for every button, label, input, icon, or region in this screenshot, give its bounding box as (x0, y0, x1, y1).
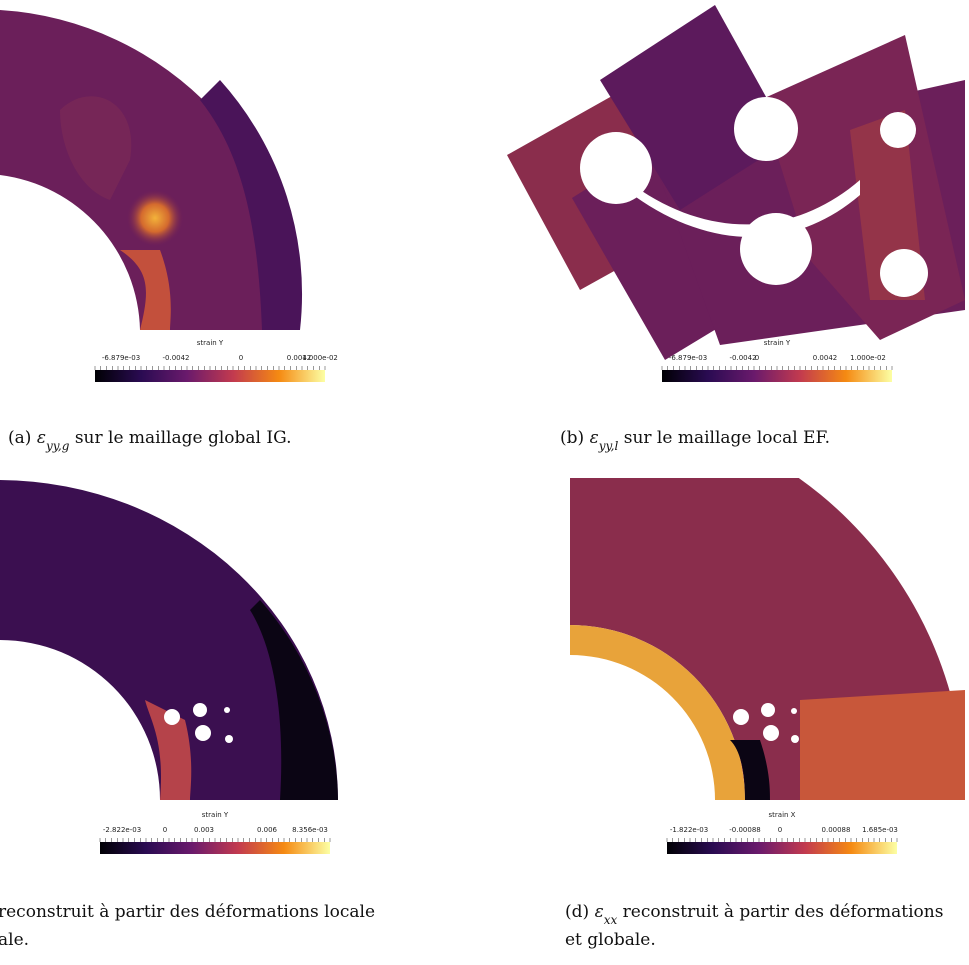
annotations: strain Y-6.879e-03 -0.0042 0 0.00421.000e-0… (0, 339, 943, 950)
colorbar-tick-label: -6.879e-03 (669, 354, 707, 362)
colorbar-title: strain Y (197, 339, 224, 347)
colorbar-tick-label: 1.000e-02 (302, 354, 338, 362)
caption: reconstruit à partir des déformations lo… (0, 902, 375, 922)
caption-text: sur le maillage global IG. (75, 428, 292, 448)
colorbar-tick-label: -0.0042 (162, 354, 189, 362)
caption-text: et globale. (565, 930, 656, 950)
colorbar (667, 842, 897, 854)
colorbar-title: strain Y (202, 811, 229, 819)
colorbar-title: strain Y (764, 339, 791, 347)
colorbar-tick-label: -1.822e-03 (670, 826, 708, 834)
colorbar-tick-label: 0.00088 (822, 826, 851, 834)
colorbar-tick-label: 0 (239, 354, 243, 362)
colorbar (662, 370, 892, 382)
colorbar-tick-label: -0.00088 (729, 826, 760, 834)
colorbar-tick-label: 8.356e-03 (292, 826, 328, 834)
caption: (d) εxx reconstruit à partir des déforma… (565, 902, 943, 927)
colorbar-title: strain X (769, 811, 796, 819)
caption-symbol: ε (37, 428, 46, 448)
caption-subscript: xx (604, 913, 618, 927)
panel-b (507, 5, 965, 360)
colorbar-tick-label: 0.0042 (813, 354, 838, 362)
caption-label: (a) (8, 428, 31, 448)
panel-c (0, 480, 339, 800)
caption-text: reconstruit à partir des déformations lo… (0, 902, 375, 922)
caption-subscript: yy,l (598, 439, 619, 453)
caption-label: (d) (565, 902, 589, 922)
caption-subscript: yy,g (45, 439, 70, 453)
caption-text: sur le maillage local EF. (624, 428, 830, 448)
colorbar-tick-label: 1.685e-03 (862, 826, 898, 834)
colorbar-tick-label: 0.006 (257, 826, 278, 834)
caption: ale. (0, 930, 29, 950)
colorbar-tick-label: 0.003 (194, 826, 214, 834)
panel-a (0, 10, 303, 330)
caption-text: ale. (0, 930, 29, 950)
colorbar-tick-label: -2.822e-03 (103, 826, 141, 834)
colorbar-tick-label: 0.0042 (287, 354, 312, 362)
colorbar-tick-label: 0 (778, 826, 782, 834)
caption-symbol: ε (590, 428, 599, 448)
colorbar (95, 370, 325, 382)
caption-symbol: ε (595, 902, 604, 922)
caption-label: (b) (560, 428, 584, 448)
caption: et globale. (565, 930, 656, 950)
colorbar-tick-label: 0 (755, 354, 759, 362)
colorbar-tick-label: -6.879e-03 (102, 354, 140, 362)
caption: (b) εyy,l sur le maillage local EF. (560, 428, 830, 453)
colorbar-tick-label: 0 (163, 826, 167, 834)
caption: (a) εyy,g sur le maillage global IG. (8, 428, 291, 453)
panel-d (570, 478, 965, 800)
colorbar (100, 842, 330, 854)
colorbar-tick-label: 1.000e-02 (850, 354, 886, 362)
caption-text: reconstruit à partir des déformations (623, 902, 944, 922)
colorbar-tick-label: -0.0042 (729, 354, 756, 362)
